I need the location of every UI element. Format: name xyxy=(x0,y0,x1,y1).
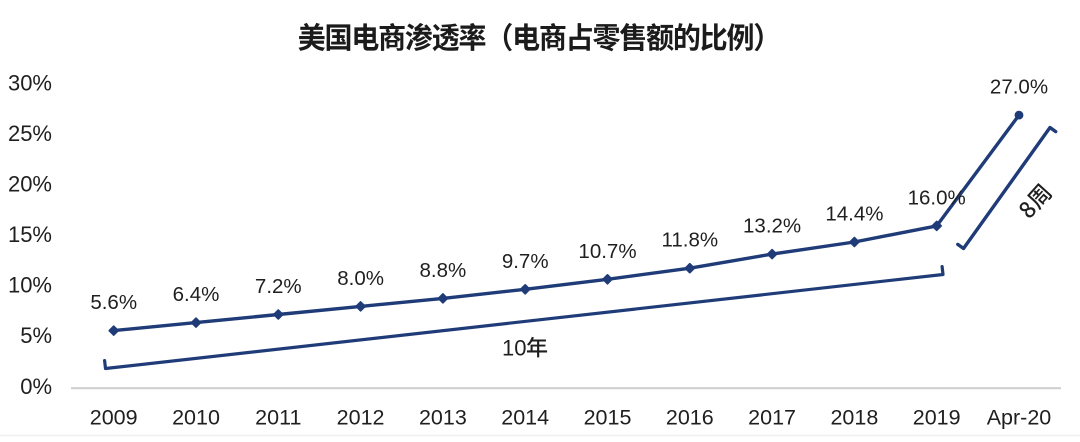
svg-text:13.2%: 13.2% xyxy=(743,215,801,238)
svg-text:2018: 2018 xyxy=(830,406,878,430)
svg-text:25%: 25% xyxy=(8,121,52,146)
svg-text:2014: 2014 xyxy=(501,406,549,430)
svg-text:2017: 2017 xyxy=(748,406,796,430)
svg-text:2009: 2009 xyxy=(90,406,138,430)
svg-text:9.7%: 9.7% xyxy=(502,250,549,273)
svg-text:2016: 2016 xyxy=(666,406,714,430)
svg-text:14.4%: 14.4% xyxy=(825,203,883,226)
svg-text:2015: 2015 xyxy=(584,406,632,430)
svg-text:2013: 2013 xyxy=(419,406,467,430)
svg-text:15%: 15% xyxy=(8,222,52,247)
svg-text:5.6%: 5.6% xyxy=(90,291,137,314)
svg-text:16.0%: 16.0% xyxy=(908,186,966,209)
svg-text:2019: 2019 xyxy=(913,406,961,430)
svg-text:0%: 0% xyxy=(20,374,52,399)
svg-text:11.8%: 11.8% xyxy=(661,229,718,252)
svg-text:6.4%: 6.4% xyxy=(173,283,220,306)
svg-text:Apr-20: Apr-20 xyxy=(987,406,1052,430)
svg-text:2012: 2012 xyxy=(337,406,385,430)
svg-text:10%: 10% xyxy=(8,273,52,298)
svg-text:30%: 30% xyxy=(8,71,52,96)
svg-text:27.0%: 27.0% xyxy=(990,76,1048,99)
svg-text:2011: 2011 xyxy=(255,406,301,430)
svg-text:2010: 2010 xyxy=(172,406,220,430)
svg-text:10.7%: 10.7% xyxy=(578,240,636,263)
svg-text:8.8%: 8.8% xyxy=(420,259,467,282)
svg-text:7.2%: 7.2% xyxy=(255,275,302,298)
svg-text:10: 10 xyxy=(502,336,526,361)
svg-text:8.0%: 8.0% xyxy=(337,267,384,290)
svg-text:5%: 5% xyxy=(20,323,52,348)
svg-text:20%: 20% xyxy=(8,172,52,197)
